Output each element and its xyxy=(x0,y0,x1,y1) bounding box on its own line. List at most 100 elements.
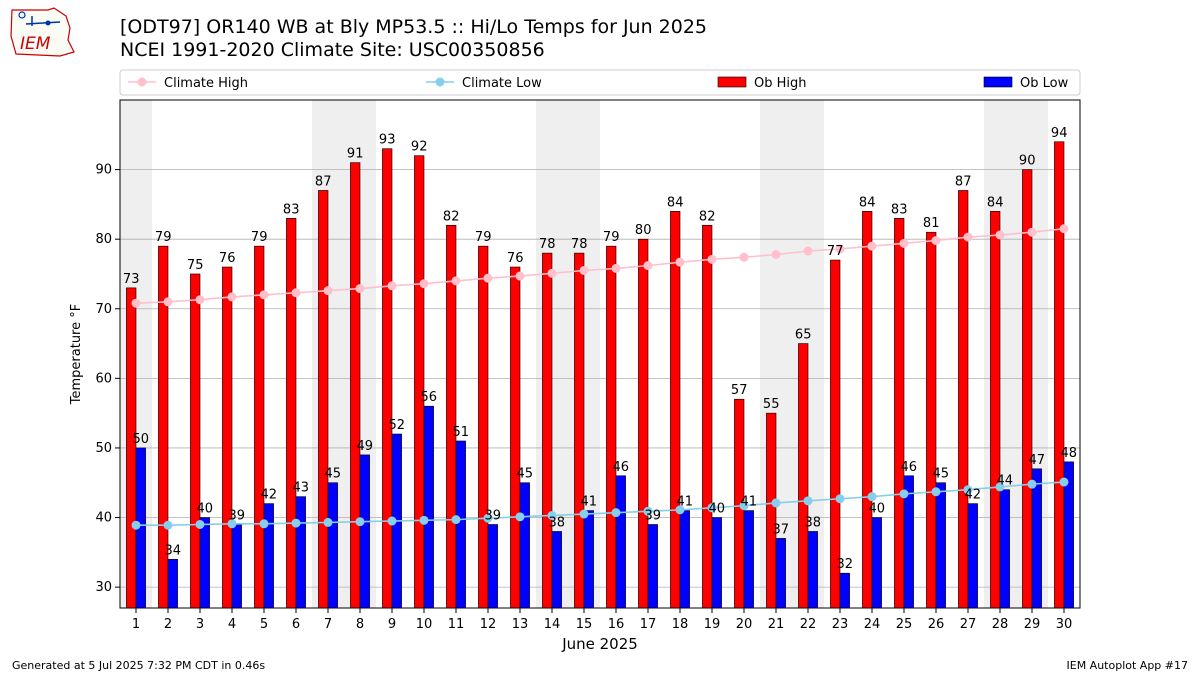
x-tick-label-22: 22 xyxy=(800,617,817,632)
bar-ob-low-day-18 xyxy=(679,510,690,609)
climate-low-point-day-8 xyxy=(355,517,365,527)
climate-low-point-day-20 xyxy=(739,501,749,511)
label-ob-low-day-12: 39 xyxy=(485,508,502,523)
label-ob-high-day-23: 77 xyxy=(827,244,844,259)
label-ob-low-day-10: 56 xyxy=(421,390,438,405)
x-tick-label-4: 4 xyxy=(228,617,236,632)
bar-ob-high-day-9 xyxy=(382,148,393,609)
bar-ob-high-day-14 xyxy=(542,252,553,609)
label-ob-low-day-18: 41 xyxy=(677,495,694,510)
bar-ob-low-day-23 xyxy=(839,572,850,609)
climate-high-point-day-3 xyxy=(195,295,205,305)
label-ob-low-day-25: 46 xyxy=(901,460,918,475)
bar-ob-low-day-14 xyxy=(551,531,562,609)
bar-ob-low-day-15 xyxy=(583,510,594,609)
grid-lines xyxy=(120,169,1080,588)
label-ob-high-day-13: 76 xyxy=(507,251,524,266)
climate-low-point-day-4 xyxy=(227,519,237,529)
y-axis-label: Temperature °F xyxy=(69,304,84,405)
label-ob-high-day-12: 79 xyxy=(475,230,492,245)
climate-low-point-day-23 xyxy=(835,494,845,504)
x-tick-label-15: 15 xyxy=(576,617,593,632)
bar-ob-low-day-13 xyxy=(519,482,530,609)
label-ob-high-day-20: 57 xyxy=(731,383,748,398)
climate-low-point-day-1 xyxy=(131,520,141,530)
legend-marker-climate-low xyxy=(435,77,445,87)
x-tick-label-10: 10 xyxy=(416,617,433,632)
bar-ob-high-day-13 xyxy=(510,266,521,609)
data-labels: 73 50 79 34 75 40 76 39 79 42 83 43 87 45 91 49 93 52 92 56… xyxy=(123,126,1077,572)
bar-ob-low-day-10 xyxy=(423,405,434,609)
label-ob-high-day-2: 79 xyxy=(155,230,172,245)
label-ob-high-day-5: 79 xyxy=(251,230,268,245)
climate-low-point-day-14 xyxy=(547,510,557,520)
x-tick-label-14: 14 xyxy=(544,617,561,632)
climate-high-point-day-17 xyxy=(643,261,653,271)
climate-low-point-day-17 xyxy=(643,506,653,516)
bar-ob-low-day-20 xyxy=(743,510,754,609)
bar-ob-low-day-6 xyxy=(295,496,306,609)
x-tick-label-30: 30 xyxy=(1056,617,1073,632)
plot-frame xyxy=(119,99,1081,609)
legend: Climate High Climate Low Ob High Ob Low xyxy=(119,69,1081,96)
climate-low-point-day-3 xyxy=(195,519,205,529)
bar-ob-low-day-21 xyxy=(775,538,786,609)
bar-ob-low-day-22 xyxy=(807,531,818,609)
y-tick-label-50: 50 xyxy=(95,441,112,456)
x-tick-label-19: 19 xyxy=(704,617,721,632)
label-ob-high-day-3: 75 xyxy=(187,258,204,273)
x-tick-label-27: 27 xyxy=(960,617,977,632)
label-ob-low-day-17: 39 xyxy=(645,508,662,523)
climate-high-line xyxy=(135,227,1065,304)
x-tick-label-6: 6 xyxy=(292,617,300,632)
climate-low-point-day-29 xyxy=(1027,479,1037,489)
climate-high-point-day-8 xyxy=(355,284,365,294)
bar-ob-low-day-27 xyxy=(967,503,978,609)
climate-high-point-day-10 xyxy=(419,279,429,289)
bar-ob-low-day-16 xyxy=(615,475,626,609)
bar-ob-low-day-26 xyxy=(935,482,946,609)
bar-ob-high-day-27 xyxy=(958,190,969,609)
climate-low-point-day-27 xyxy=(963,485,973,495)
climate-high-point-day-9 xyxy=(387,281,397,291)
climate-high-point-day-23 xyxy=(835,244,845,254)
bar-ob-high-day-7 xyxy=(318,190,329,609)
label-ob-low-day-23: 32 xyxy=(837,557,854,572)
bar-ob-high-day-23 xyxy=(830,259,841,609)
climate-low-point-day-19 xyxy=(707,503,717,513)
bar-ob-high-day-25 xyxy=(894,218,905,609)
bar-ob-high-day-3 xyxy=(190,273,201,609)
label-ob-low-day-3: 40 xyxy=(197,502,214,517)
label-ob-high-day-18: 84 xyxy=(667,195,684,210)
y-tick-label-90: 90 xyxy=(95,163,112,178)
climate-high-point-day-15 xyxy=(579,265,589,275)
climate-high-point-day-18 xyxy=(675,257,685,267)
label-ob-low-day-7: 45 xyxy=(325,467,342,482)
x-tick-label-5: 5 xyxy=(260,617,268,632)
climate-low-point-day-6 xyxy=(291,518,301,528)
legend-label-ob-high: Ob High xyxy=(754,76,807,91)
legend-swatch-ob-high xyxy=(717,76,747,88)
footer-generated: Generated at 5 Jul 2025 7:32 PM CDT in 0… xyxy=(12,659,266,672)
x-tick-label-2: 2 xyxy=(164,617,172,632)
climate-high-point-day-27 xyxy=(963,232,973,242)
climate-low-point-day-11 xyxy=(451,515,461,525)
bar-ob-low-day-29 xyxy=(1031,468,1042,609)
x-tick-label-3: 3 xyxy=(196,617,204,632)
climate-high-point-day-28 xyxy=(995,230,1005,240)
label-ob-low-day-14: 38 xyxy=(549,515,566,530)
label-ob-low-day-20: 41 xyxy=(741,495,758,510)
climate-high-point-day-5 xyxy=(259,290,269,300)
climate-low-point-day-28 xyxy=(995,482,1005,492)
bar-ob-high-day-12 xyxy=(478,245,489,609)
logo-text: IEM xyxy=(20,34,51,54)
x-tick-label-20: 20 xyxy=(736,617,753,632)
climate-high-point-day-14 xyxy=(547,268,557,278)
label-ob-high-day-28: 84 xyxy=(987,195,1004,210)
label-ob-low-day-16: 46 xyxy=(613,460,630,475)
y-tick-label-30: 30 xyxy=(95,580,112,595)
label-ob-low-day-24: 40 xyxy=(869,502,886,517)
chart-title: [ODT97] OR140 WB at Bly MP53.5 :: Hi/Lo … xyxy=(120,16,708,38)
bar-ob-low-day-11 xyxy=(455,440,466,609)
